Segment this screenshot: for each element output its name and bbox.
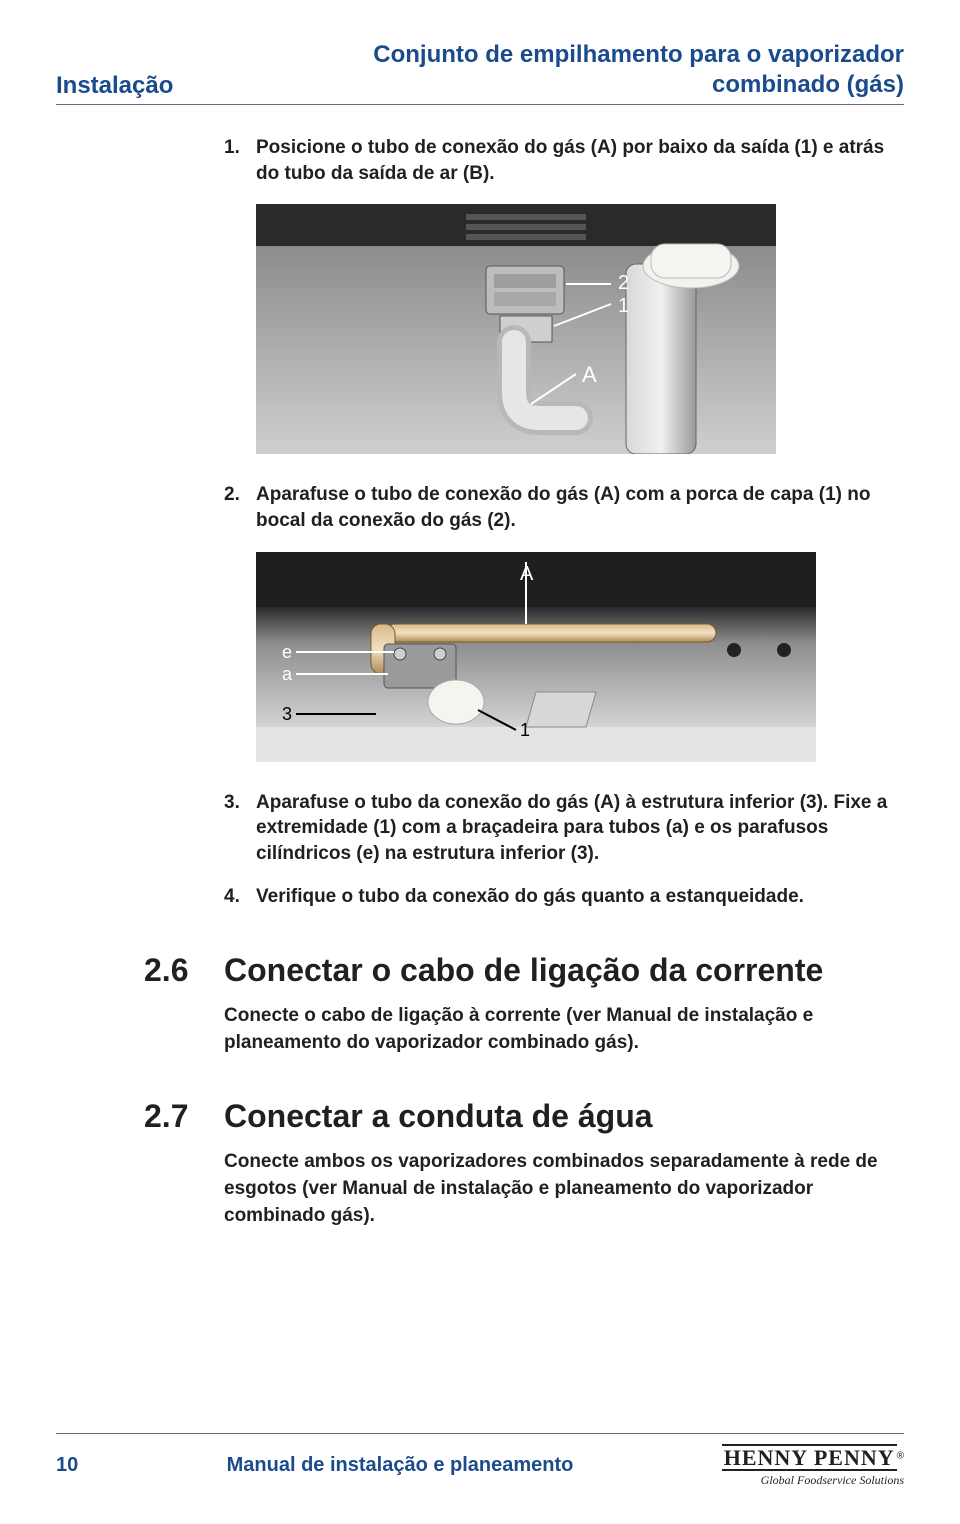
step-1-number: 1. <box>224 135 256 186</box>
section-2-7-number: 2.7 <box>56 1098 224 1135</box>
section-2-6-body: Conecte o cabo de ligação à corrente (ve… <box>56 1003 904 1056</box>
section-2-6-header: 2.6 Conectar o cabo de ligação da corren… <box>56 952 904 989</box>
figure-1: 2 1 A <box>256 204 776 454</box>
section-2-7-body: Conecte ambos os vaporizadores combinado… <box>56 1149 904 1229</box>
step-4-number: 4. <box>224 884 256 910</box>
step-1-text: Posicione o tubo de conexão do gás (A) p… <box>256 135 904 186</box>
page-header: Instalação Conjunto de empilhamento para… <box>56 40 904 105</box>
header-chapter-name: Conjunto de empilhamento para o vaporiza… <box>373 40 904 100</box>
section-2-7-header: 2.7 Conectar a conduta de água <box>56 1098 904 1135</box>
fig2-label-e: e <box>282 642 292 662</box>
step-3-text: Aparafuse o tubo da conexão do gás (A) à… <box>256 790 904 867</box>
fig1-label-A: A <box>582 362 597 387</box>
figure-2: A e a 3 1 <box>256 552 776 762</box>
footer-doc-title: Manual de instalação e planeamento <box>116 1454 684 1477</box>
step-1: 1. Posicione o tubo de conexão do gás (A… <box>224 135 904 186</box>
step-3: 3. Aparafuse o tubo da conexão do gás (A… <box>224 790 904 867</box>
header-line-1: Conjunto de empilhamento para o vaporiza… <box>373 40 904 70</box>
step-2-number: 2. <box>224 482 256 533</box>
logo-tagline: Global Foodservice Solutions <box>684 1473 904 1488</box>
header-section-name: Instalação <box>56 72 173 100</box>
fig2-label-a: a <box>282 664 293 684</box>
section-2-6-title: Conectar o cabo de ligação da corrente <box>224 952 904 989</box>
fig1-label-2: 2 <box>618 272 629 294</box>
fig1-label-1: 1 <box>618 295 629 317</box>
footer-logo: HENNY PENNY® Global Foodservice Solution… <box>684 1444 904 1488</box>
logo-text: HENNY PENNY <box>722 1444 897 1471</box>
fig2-label-A: A <box>520 563 534 585</box>
fig2-label-1: 1 <box>520 720 530 740</box>
section-2-7-title: Conectar a conduta de água <box>224 1098 904 1135</box>
footer-page-number: 10 <box>56 1454 116 1477</box>
header-line-2: combinado (gás) <box>373 70 904 100</box>
step-2: 2. Aparafuse o tubo de conexão do gás (A… <box>224 482 904 533</box>
logo-registered-icon: ® <box>897 1451 904 1462</box>
step-2-text: Aparafuse o tubo de conexão do gás (A) c… <box>256 482 904 533</box>
step-4: 4. Verifique o tubo da conexão do gás qu… <box>224 884 904 910</box>
step-4-text: Verifique o tubo da conexão do gás quant… <box>256 884 904 910</box>
section-2-6-number: 2.6 <box>56 952 224 989</box>
step-3-number: 3. <box>224 790 256 867</box>
fig2-label-3: 3 <box>282 704 292 724</box>
page-footer: 10 Manual de instalação e planeamento HE… <box>56 1433 904 1488</box>
